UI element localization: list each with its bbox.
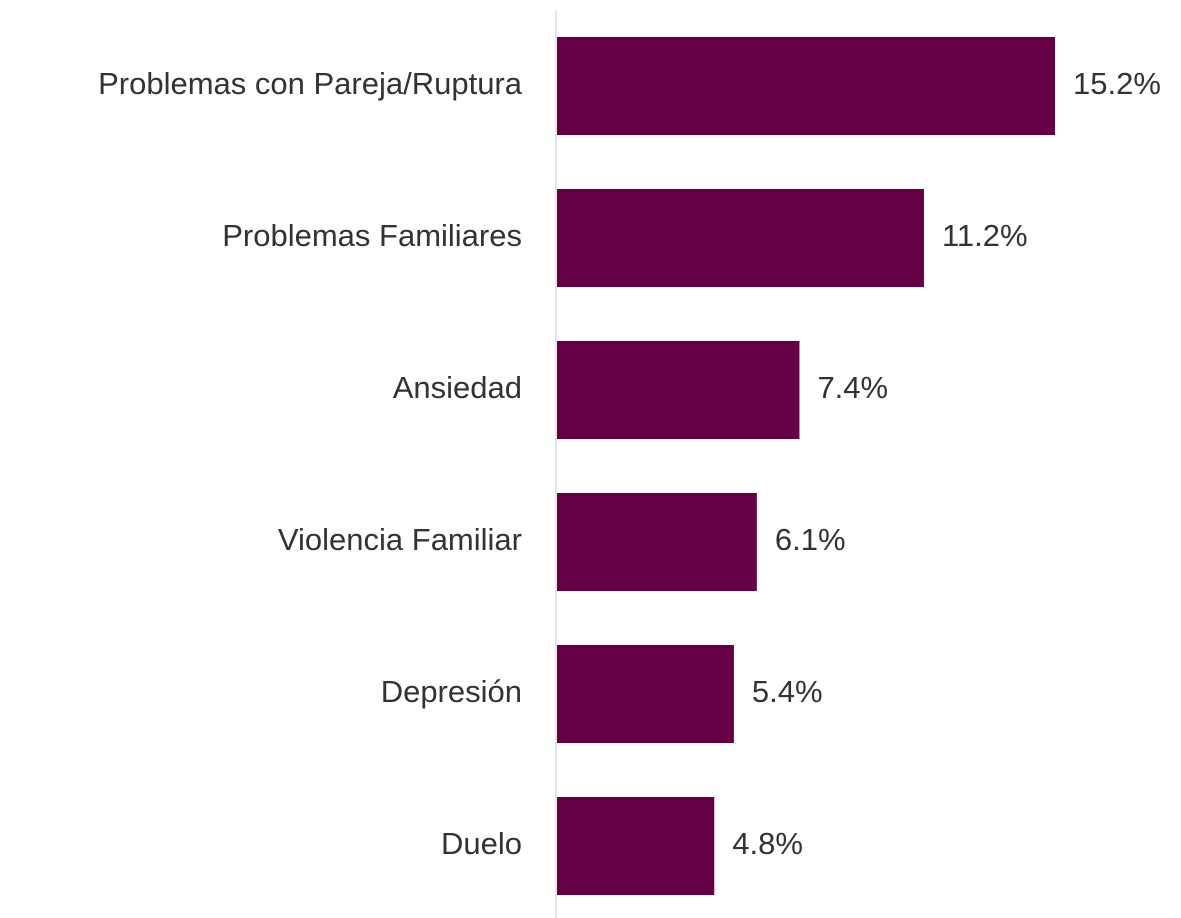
- value-label: 11.2%: [942, 218, 1028, 253]
- bar: [557, 189, 924, 287]
- category-label: Problemas con Pareja/Ruptura: [98, 66, 523, 101]
- bar: [557, 645, 734, 743]
- bar: [557, 493, 757, 591]
- value-label: 5.4%: [752, 674, 823, 709]
- category-label: Problemas Familiares: [222, 218, 522, 253]
- value-label: 4.8%: [732, 826, 803, 861]
- bar: [557, 37, 1055, 135]
- value-label: 7.4%: [817, 370, 888, 405]
- category-label: Depresión: [381, 674, 522, 709]
- category-label: Duelo: [441, 826, 522, 861]
- category-label: Violencia Familiar: [278, 522, 522, 557]
- value-label: 6.1%: [775, 522, 846, 557]
- bar: [557, 797, 715, 895]
- category-label: Ansiedad: [393, 370, 522, 405]
- value-label: 15.2%: [1073, 66, 1161, 101]
- bar: [557, 341, 800, 439]
